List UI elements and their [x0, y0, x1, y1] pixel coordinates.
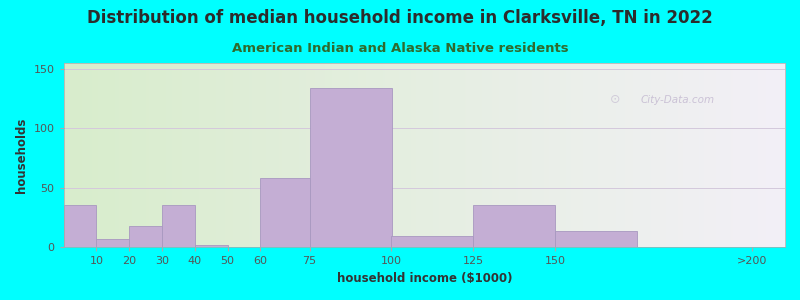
Text: American Indian and Alaska Native residents: American Indian and Alaska Native reside…: [232, 42, 568, 55]
Text: ⊙: ⊙: [610, 93, 621, 106]
Bar: [555, 231, 638, 248]
Bar: [63, 205, 96, 248]
Bar: [260, 178, 310, 248]
Bar: [310, 88, 391, 248]
Bar: [391, 236, 474, 247]
Text: City-Data.com: City-Data.com: [641, 95, 715, 105]
Bar: [474, 205, 555, 248]
Text: Distribution of median household income in Clarksville, TN in 2022: Distribution of median household income …: [87, 9, 713, 27]
Bar: [129, 226, 162, 248]
Bar: [162, 205, 194, 248]
Bar: [96, 239, 129, 248]
Bar: [194, 245, 227, 248]
X-axis label: household income ($1000): household income ($1000): [337, 272, 512, 285]
Y-axis label: households: households: [15, 118, 28, 193]
